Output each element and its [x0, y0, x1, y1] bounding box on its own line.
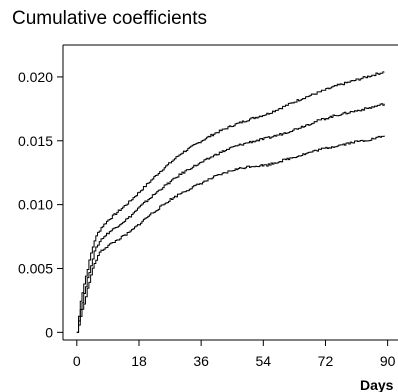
plot-frame	[62, 44, 398, 341]
x-tick-label: 90	[380, 353, 396, 369]
x-tick-label: 36	[193, 353, 209, 369]
x-tick-label: 18	[131, 353, 147, 369]
y-tick-label: 0	[45, 324, 53, 340]
series-line-2	[76, 103, 385, 333]
series-line-1	[76, 71, 385, 333]
x-axis: 0 18 36 54 72 90	[73, 340, 396, 369]
y-tick-label: 0.020	[18, 69, 53, 85]
y-axis: 0 0.005 0.010 0.015 0.020	[18, 69, 63, 340]
y-tick-label: 0.015	[18, 133, 53, 149]
y-tick-label: 0.010	[18, 197, 53, 213]
x-tick-label: 0	[73, 353, 81, 369]
x-tick-label: 54	[256, 353, 272, 369]
chart-title: Cumulative coefficients	[12, 8, 208, 29]
x-tick-label: 72	[318, 353, 334, 369]
x-axis-title: Days	[360, 377, 394, 392]
series-line-3	[76, 135, 385, 333]
y-tick-label: 0.005	[18, 260, 53, 276]
series-lines	[76, 71, 385, 333]
